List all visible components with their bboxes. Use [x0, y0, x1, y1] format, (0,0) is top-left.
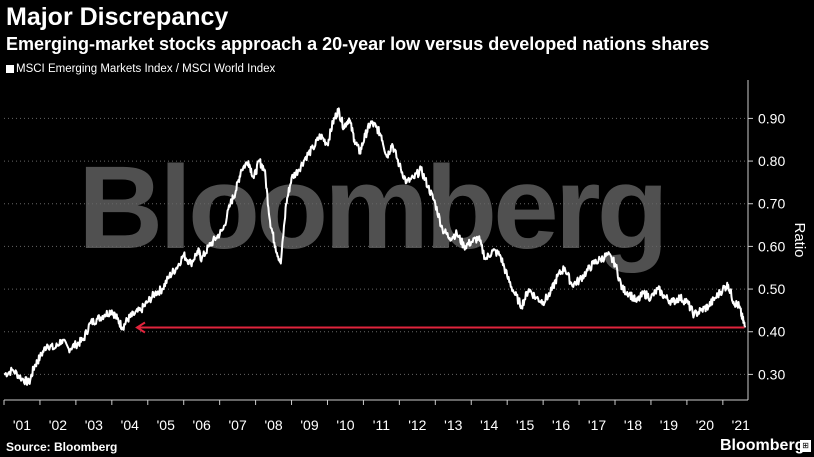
- x-tick-label: '17: [588, 417, 606, 433]
- brand-logo: Bloomberg: [720, 437, 805, 454]
- x-tick-label: '19: [660, 417, 678, 433]
- chart-subtitle: Emerging-market stocks approach a 20-yea…: [6, 34, 710, 54]
- x-tick-label: '10: [336, 417, 354, 433]
- x-tick-label: '18: [624, 417, 642, 433]
- brand-box-icon: ⊞: [800, 440, 811, 452]
- legend-swatch: [6, 65, 14, 73]
- series-line: [3, 107, 747, 386]
- x-tick-label: '04: [121, 417, 139, 433]
- x-tick-label: '02: [49, 417, 67, 433]
- y-tick-label: 0.80: [758, 153, 785, 169]
- reference-arrowhead: [135, 321, 146, 334]
- chart-title: Major Discrepancy: [6, 3, 229, 31]
- y-tick-label: 0.30: [758, 366, 785, 382]
- x-tick-label: '20: [696, 417, 714, 433]
- x-tick-label: '16: [552, 417, 570, 433]
- x-tick-label: '15: [516, 417, 534, 433]
- y-tick-label: 0.70: [758, 196, 785, 212]
- x-tick-label: '03: [85, 417, 103, 433]
- x-tick-label: '13: [444, 417, 462, 433]
- x-tick-label: '01: [13, 417, 31, 433]
- y-tick-label: 0.40: [758, 324, 785, 340]
- x-tick-label: '11: [373, 417, 390, 433]
- x-tick-label: '07: [228, 417, 246, 433]
- y-tick-label: 0.90: [758, 110, 785, 126]
- legend-label: MSCI Emerging Markets Index / MSCI World…: [16, 63, 276, 75]
- x-tick-label: '21: [732, 417, 750, 433]
- x-tick-label: '06: [193, 417, 211, 433]
- legend: MSCI Emerging Markets Index / MSCI World…: [6, 62, 275, 76]
- x-tick-label: '08: [264, 417, 282, 433]
- y-axis-label: Ratio: [791, 222, 808, 257]
- y-tick-label: 0.50: [758, 281, 785, 297]
- watermark-logo: Bloomberg: [78, 142, 669, 274]
- x-tick-label: '09: [300, 417, 318, 433]
- x-tick-label: '14: [480, 417, 498, 433]
- x-tick-label: '05: [157, 417, 175, 433]
- source-note: Source: Bloomberg: [6, 440, 118, 454]
- x-tick-label: '12: [408, 417, 426, 433]
- y-tick-label: 0.60: [758, 238, 785, 254]
